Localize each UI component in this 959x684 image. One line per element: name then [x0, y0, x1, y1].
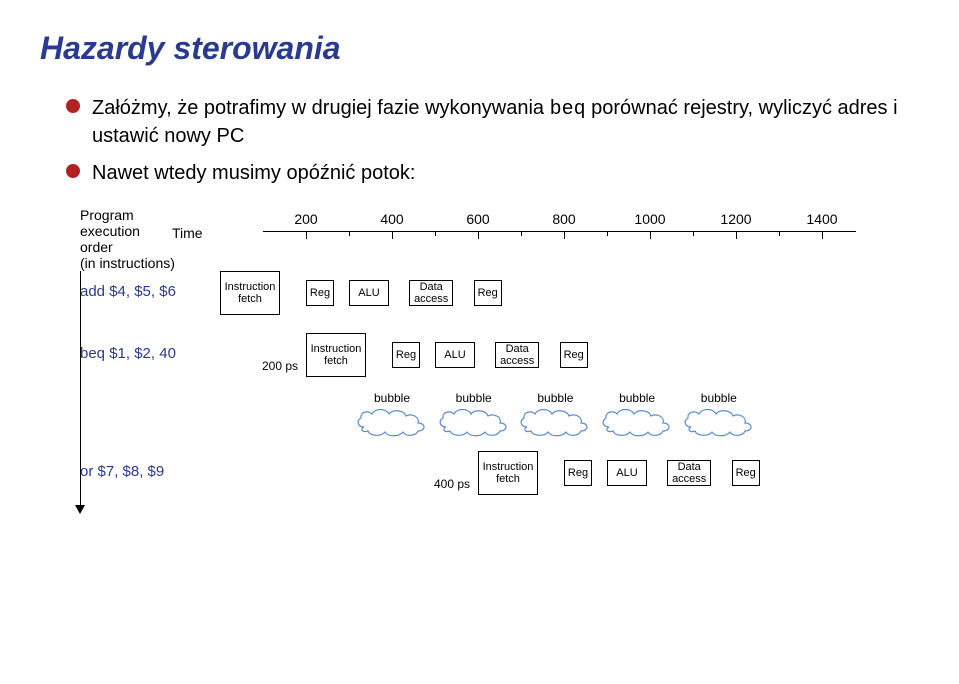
- axis-tick-label: 600: [466, 211, 489, 227]
- axis-tick-label: 400: [380, 211, 403, 227]
- pipeline-bubble: bubble: [434, 393, 514, 433]
- instruction-label: add $4, $5, $6: [80, 283, 176, 300]
- bullet-dot-icon: [66, 99, 80, 113]
- title-text: Hazardy sterowania: [40, 30, 341, 66]
- bullet-pre: Załóżmy, że potrafimy w drugiej fazie wy…: [92, 97, 550, 119]
- bubble-label: bubble: [537, 391, 573, 405]
- axis-tick-label: 800: [552, 211, 575, 227]
- bullet-pre: Nawet wtedy musimy opóźnić potok:: [92, 162, 415, 184]
- axis-label: (in instructions): [80, 255, 210, 271]
- stage-reg: Reg: [560, 342, 588, 368]
- stage-duration-label: 200 ps: [262, 359, 298, 373]
- stage-alu: ALU: [349, 280, 389, 306]
- stage-data-access: Dataaccess: [409, 280, 453, 306]
- stage-reg: Reg: [306, 280, 334, 306]
- page-title: Hazardy sterowania: [40, 30, 919, 67]
- stage-duration-label: 400 ps: [434, 477, 470, 491]
- stage-instruction-fetch: Instructionfetch: [478, 451, 538, 495]
- bubble-label: bubble: [456, 391, 492, 405]
- stage-alu: ALU: [607, 460, 647, 486]
- cloud-icon: [679, 405, 759, 437]
- bullet-item: Załóżmy, że potrafimy w drugiej fazie wy…: [66, 95, 919, 150]
- axis-tick-label: 1000: [634, 211, 665, 227]
- stage-instruction-fetch: Instructionfetch: [306, 333, 366, 377]
- stage-instruction-fetch: Instructionfetch: [220, 271, 280, 315]
- stage-reg: Reg: [392, 342, 420, 368]
- bubble-label: bubble: [619, 391, 655, 405]
- cloud-icon: [434, 405, 514, 437]
- bullet-dot-icon: [66, 164, 80, 178]
- bullet-text: Załóżmy, że potrafimy w drugiej fazie wy…: [92, 95, 919, 150]
- bullet-text: Nawet wtedy musimy opóźnić potok:: [92, 160, 415, 187]
- stage-reg: Reg: [474, 280, 502, 306]
- cloud-icon: [352, 405, 432, 437]
- stage-reg: Reg: [564, 460, 592, 486]
- bullet-list: Załóżmy, że potrafimy w drugiej fazie wy…: [66, 95, 919, 187]
- stage-data-access: Dataaccess: [667, 460, 711, 486]
- time-label: Time: [172, 225, 203, 241]
- axis-label: order: [80, 239, 210, 255]
- stage-alu: ALU: [435, 342, 475, 368]
- bubble-label: bubble: [374, 391, 410, 405]
- arrowhead-icon: [75, 505, 85, 514]
- axis-tick-label: 1200: [720, 211, 751, 227]
- pipeline-bubble: bubble: [679, 393, 759, 433]
- axis-tick-label: 200: [294, 211, 317, 227]
- instruction-label: or $7, $8, $9: [80, 463, 164, 480]
- instruction-label: beq $1, $2, 40: [80, 345, 176, 362]
- pipeline-bubble: bubble: [515, 393, 595, 433]
- bubble-label: bubble: [701, 391, 737, 405]
- pipeline-bubble: bubble: [352, 393, 432, 433]
- axis-tick-label: 1400: [806, 211, 837, 227]
- stage-data-access: Dataaccess: [495, 342, 539, 368]
- pipeline-bubble: bubble: [597, 393, 677, 433]
- cloud-icon: [597, 405, 677, 437]
- stage-reg: Reg: [732, 460, 760, 486]
- cloud-icon: [515, 405, 595, 437]
- bullet-mono: beq: [550, 98, 586, 121]
- pipeline-diagram: Program execution order (in instructions…: [80, 207, 940, 527]
- axis-label: Program: [80, 207, 210, 223]
- bullet-item: Nawet wtedy musimy opóźnić potok:: [66, 160, 919, 187]
